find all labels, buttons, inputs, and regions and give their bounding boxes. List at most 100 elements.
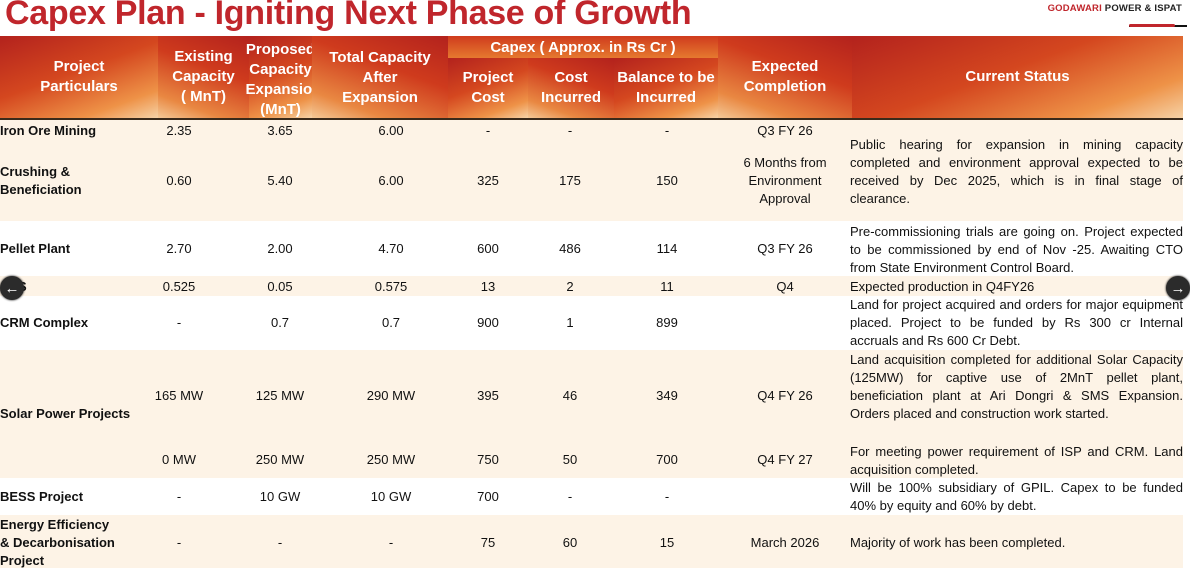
expected-completion: Q4 FY 26 [757,388,813,403]
header-project-cost: Project Cost [448,58,528,120]
brand-logo: GODAWARI POWER & ISPAT [1048,3,1182,14]
expected-completion: Q3 FY 26 [757,241,813,256]
project-cost: 75 [480,535,496,550]
existing-capacity: - [176,535,182,550]
total-capacity: 0.575 [374,279,408,294]
existing-capacity: 0.60 [166,173,192,188]
cost-incurred: 60 [562,535,578,550]
header-capex-group: Capex ( Approx. in Rs Cr ) [448,36,718,58]
existing-capacity: - [176,315,182,330]
total-capacity: - [388,535,394,550]
row-band [0,120,1183,221]
existing-capacity: 2.70 [166,241,192,256]
project-cost: 900 [477,315,499,330]
header-label: Existing Capacity ( MnT) [172,48,235,105]
project-name: Energy Efficiency & Decarbonisation Proj… [0,517,115,568]
project-cost: 700 [477,489,499,504]
balance: 150 [656,173,678,188]
total-capacity: 290 MW [366,388,416,403]
cost-incurred: 50 [562,452,578,467]
header-balance: Balance to be Incurred [614,58,718,120]
header-proposed-capacity: Proposed Capacity Expansion (MnT) [246,36,321,120]
total-capacity: 10 GW [370,489,412,504]
proposed-capacity: 10 GW [259,489,301,504]
proposed-capacity: 5.40 [267,173,293,188]
header-label: Proposed Capacity Expansion (MnT) [245,41,322,118]
brand-underline [1129,24,1187,27]
project-name: BESS Project [0,489,84,504]
header-label: Current Status [965,68,1070,85]
balance: 114 [656,241,678,256]
cost-incurred: 175 [559,173,581,188]
balance: 15 [659,535,675,550]
project-cost: 13 [480,279,496,294]
status-text: Public hearing for expansion in mining c… [850,137,1183,206]
proposed-capacity: 0.05 [267,279,293,294]
balance: 899 [656,315,678,330]
next-slide-button[interactable]: → [1166,276,1190,300]
project-name: CRM Complex [0,315,89,330]
cost-incurred: 486 [559,241,581,256]
proposed-capacity: 250 MW [255,452,305,467]
balance: 349 [656,388,678,403]
balance: 700 [656,452,678,467]
expected-completion: Q4 [776,279,794,294]
row-band [0,515,1183,568]
project-name: Iron Ore Mining [0,123,97,138]
proposed-capacity: 3.65 [267,123,293,138]
status-text: For meeting power requirement of ISP and… [850,444,1183,477]
header-existing-capacity: Existing Capacity ( MnT) [158,36,249,120]
existing-capacity: 0 MW [162,452,196,467]
arrow-left-icon: ← [4,279,20,297]
status-text: Expected production in Q4FY26 [850,279,1035,294]
header-label: Project Particulars [40,58,118,95]
cost-incurred: - [567,489,573,504]
total-capacity: 6.00 [378,173,404,188]
header-project-particulars: Project Particulars [0,36,158,120]
row-band [0,478,1183,515]
status-text: Will be 100% subsidiary of GPIL. Capex t… [850,480,1183,513]
proposed-capacity: 0.7 [270,315,290,330]
expected-completion: Q3 FY 26 [757,123,813,138]
cost-incurred: 1 [566,315,574,330]
proposed-capacity: 125 MW [255,388,305,403]
page-title: Capex Plan - Igniting Next Phase of Grow… [5,0,692,32]
proposed-capacity: 2.00 [267,241,293,256]
status-text: Land for project acquired and orders for… [850,297,1183,348]
row-band [0,221,1183,276]
expected-completion: 6 Months from Environment Approval [743,155,827,206]
proposed-capacity: - [277,535,283,550]
balance: - [664,489,670,504]
cost-incurred: 46 [562,388,578,403]
brand-name-part1: GODAWARI [1047,3,1102,14]
project-name: Crushing & Beneficiation [0,164,82,197]
balance: 11 [660,279,674,294]
header-label: Total Capacity After Expansion [329,49,431,106]
cost-incurred: 2 [566,279,574,294]
header-label: Expected Completion [743,58,827,95]
total-capacity: 0.7 [381,315,401,330]
project-cost: 325 [477,173,499,188]
header-cost-incurred: Cost Incurred [528,58,614,120]
header-total-capacity: Total Capacity After Expansion [312,36,448,120]
header-current-status: Current Status [852,36,1183,120]
total-capacity: 4.70 [378,241,404,256]
existing-capacity: 2.35 [166,123,192,138]
row-band [0,350,1183,478]
total-capacity: 250 MW [366,452,416,467]
existing-capacity: 0.525 [162,279,196,294]
previous-slide-button[interactable]: ← [0,276,24,300]
brand-name-part2: POWER & ISPAT [1101,3,1182,14]
total-capacity: 6.00 [378,123,404,138]
row-band [0,276,1183,296]
row-band [0,296,1183,350]
cost-incurred: - [567,123,573,138]
status-text: Majority of work has been completed. [850,535,1066,550]
expected-completion: March 2026 [750,535,820,550]
existing-capacity: 165 MW [154,388,204,403]
balance: - [664,123,670,138]
project-name: Pellet Plant [0,241,71,256]
project-cost: 750 [477,452,499,467]
project-cost: - [485,123,491,138]
expected-completion: Q4 FY 27 [757,452,813,467]
